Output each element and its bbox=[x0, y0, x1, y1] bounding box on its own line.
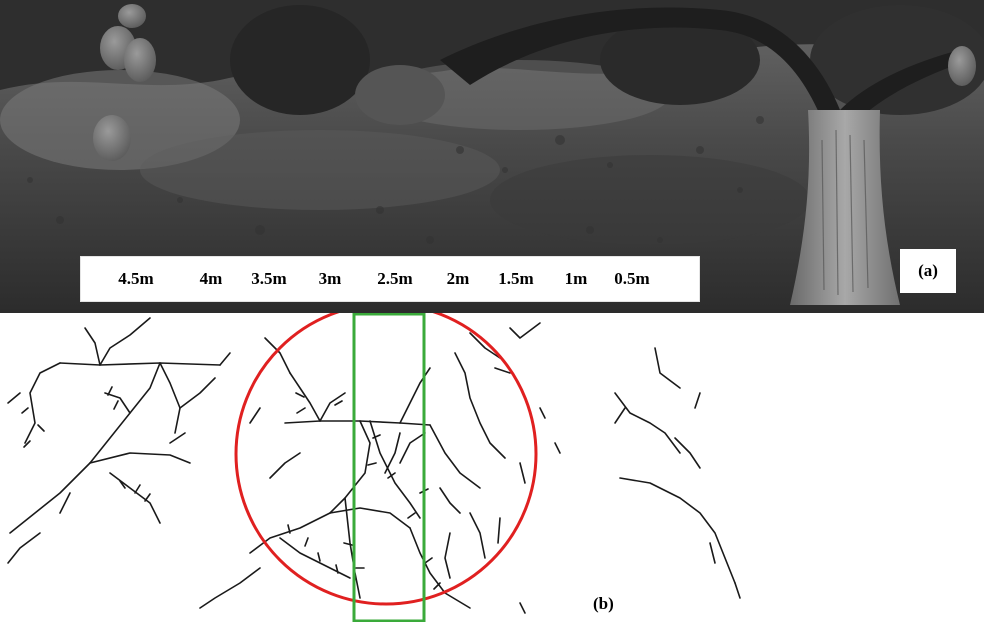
edge-detection-panel: (b) bbox=[0, 313, 984, 622]
tree-branch bbox=[840, 50, 965, 120]
region-circle bbox=[234, 313, 538, 606]
edge-map bbox=[7, 313, 741, 622]
region-rectangle bbox=[352, 313, 426, 622]
orchard-photo-panel: 4.5m 4m 3.5m 3m 2.5m 2m 1.5m 1m 0.5m (a) bbox=[0, 0, 984, 313]
mango-fruit bbox=[93, 115, 131, 161]
scale-label: 3.5m bbox=[251, 269, 287, 288]
panel-b-label: (b) bbox=[593, 594, 614, 613]
leaf-litter bbox=[27, 116, 764, 244]
scale-label: 1m bbox=[564, 269, 588, 288]
trunk-texture bbox=[821, 129, 869, 296]
grass-patch bbox=[370, 60, 670, 130]
foliage-clump bbox=[600, 15, 760, 105]
panel-a-label-box: (a) bbox=[900, 249, 956, 293]
scale-label: 2m bbox=[446, 269, 470, 288]
scale-label: 1.5m bbox=[498, 269, 534, 288]
shadow-patch bbox=[490, 155, 810, 245]
scale-label: 4m bbox=[199, 269, 223, 288]
scale-label: 3m bbox=[318, 269, 342, 288]
foliage-clump bbox=[230, 5, 370, 115]
scale-label: 4.5m bbox=[118, 269, 154, 288]
tree-trunk bbox=[790, 110, 900, 305]
scale-label: 0.5m bbox=[614, 269, 650, 288]
mango-fruit bbox=[948, 46, 976, 86]
tree-branch bbox=[440, 7, 840, 115]
distance-scale-bar: 4.5m 4m 3.5m 3m 2.5m 2m 1.5m 1m 0.5m bbox=[80, 256, 700, 302]
mango-fruit bbox=[118, 4, 146, 28]
scale-label: 2.5m bbox=[377, 269, 413, 288]
foliage-clump bbox=[355, 65, 445, 125]
foliage-clump bbox=[810, 5, 984, 115]
mango-fruit bbox=[124, 38, 156, 82]
grass-patch bbox=[140, 130, 500, 210]
panel-a-label: (a) bbox=[918, 261, 938, 280]
detected-edges bbox=[7, 317, 741, 614]
